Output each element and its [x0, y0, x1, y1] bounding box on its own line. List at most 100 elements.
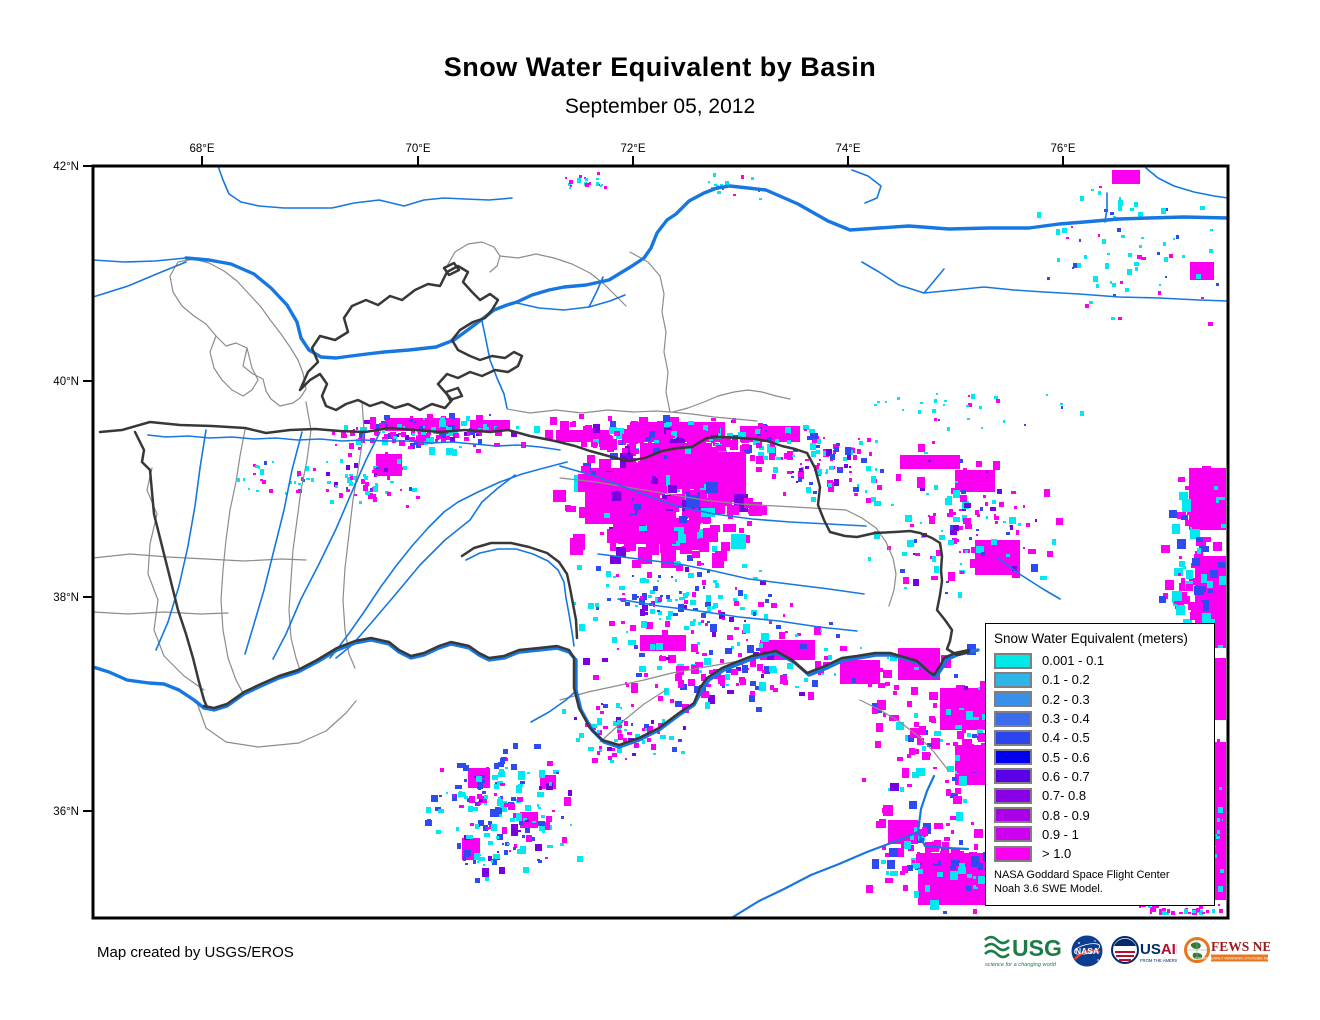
snow-pixel	[667, 449, 673, 457]
snow-pixel	[500, 801, 507, 808]
snow-pixel	[1201, 574, 1207, 583]
snow-pixel	[397, 424, 402, 428]
snow-pixel	[644, 724, 649, 728]
snow-pixel	[779, 632, 785, 639]
snow-pixel	[1218, 807, 1223, 813]
snow-pixel	[776, 625, 781, 629]
snow-pixel	[733, 598, 737, 601]
snow-pixel	[756, 707, 762, 712]
snow-pixel	[626, 684, 629, 687]
snow-pixel	[556, 772, 559, 774]
snow-pixel	[903, 577, 909, 584]
snow-pixel	[1031, 564, 1038, 572]
snow-pixel	[612, 753, 617, 757]
snow-pixel	[1221, 833, 1224, 838]
snow-pixel	[1130, 208, 1134, 211]
snow-pixel	[344, 425, 348, 431]
snow-pixel	[1162, 911, 1166, 915]
snow-pixel	[1196, 516, 1201, 520]
snow-pixel	[1134, 202, 1138, 207]
snow-pixel	[824, 648, 828, 651]
snow-pixel	[849, 466, 851, 468]
snow-pixel	[679, 597, 685, 600]
snow-pixel	[523, 818, 527, 821]
snow-pixel	[810, 443, 816, 450]
snow-pixel	[583, 426, 589, 433]
snow-pixel	[497, 851, 499, 853]
snow-pixel	[632, 575, 634, 577]
snow-pixel	[629, 431, 636, 440]
snow-pixel	[436, 428, 440, 433]
snow-pixel	[687, 431, 693, 435]
snow-pixel	[441, 431, 446, 438]
snow-pixel	[844, 464, 848, 468]
snow-pixel	[479, 799, 483, 802]
snow-pixel	[616, 574, 619, 577]
snow-pixel	[397, 418, 399, 420]
snow-pixel	[1174, 568, 1183, 576]
snow-pixel	[549, 782, 552, 786]
snow-pixel	[709, 670, 714, 674]
snow-pixel	[1010, 525, 1013, 530]
snow-pixel	[1159, 596, 1166, 603]
snow-pixel	[810, 433, 818, 439]
snow-pixel	[427, 419, 429, 421]
nasa-meatball-icon	[1071, 935, 1103, 967]
snow-pixel	[1125, 288, 1129, 292]
snow-pixel	[375, 432, 378, 436]
snow-pixel	[653, 586, 658, 591]
snow-pixel	[927, 743, 932, 747]
snow-pixel	[1102, 239, 1106, 244]
snow-pixel	[390, 432, 396, 438]
snow-pixel	[992, 500, 996, 504]
snow-pixel	[523, 867, 529, 873]
snow-pixel	[877, 485, 882, 490]
snow-pixel	[958, 526, 963, 530]
snow-pixel	[562, 837, 567, 843]
snow-pixel	[477, 794, 482, 799]
snow-pixel	[885, 878, 893, 883]
snow-pixel	[858, 438, 860, 440]
snow-pixel	[757, 664, 763, 671]
snow-pixel	[1113, 216, 1116, 218]
snow-pixel	[679, 516, 687, 523]
legend-class-label: 0.7- 0.8	[1042, 788, 1087, 804]
snow-pixel	[1202, 556, 1211, 566]
snow-pixel	[452, 449, 457, 456]
snow-pixel	[712, 632, 716, 637]
snow-pixel	[484, 795, 488, 799]
snow-pixel	[859, 441, 863, 445]
snow-pixel	[375, 483, 378, 486]
snow-pixel	[675, 599, 678, 601]
usgs-wave-icon	[984, 935, 1010, 959]
snow-pixel	[511, 830, 518, 836]
snow-pixel	[600, 185, 602, 187]
x-tick-label: 72°E	[620, 143, 645, 155]
snow-pixel	[579, 414, 584, 419]
snow-pixel	[830, 454, 835, 460]
snow-pixel	[906, 830, 911, 833]
snow-pixel	[599, 746, 602, 750]
snow-pixel	[501, 757, 507, 761]
snow-pixel	[701, 435, 706, 441]
snow-pixel	[691, 644, 698, 652]
snow-pixel	[914, 539, 917, 543]
snow-pixel	[666, 657, 670, 660]
snow-pixel	[934, 823, 943, 829]
snow-pixel	[914, 667, 919, 670]
snow-pixel	[513, 847, 516, 850]
snow-pixel	[659, 434, 668, 443]
snow-pixel	[599, 442, 608, 447]
snow-pixel	[880, 469, 884, 473]
snow-pixel	[655, 598, 658, 601]
snow-pixel	[635, 484, 640, 491]
snow-pixel	[595, 512, 601, 517]
snow-pixel	[560, 421, 569, 432]
snow-pixel	[755, 686, 760, 690]
snow-pixel	[913, 821, 919, 827]
snow-pixel	[875, 468, 877, 471]
snow-pixel	[303, 479, 305, 482]
snow-pixel	[1023, 505, 1025, 508]
snow-pixel	[909, 748, 915, 755]
snow-pixel	[637, 513, 649, 525]
